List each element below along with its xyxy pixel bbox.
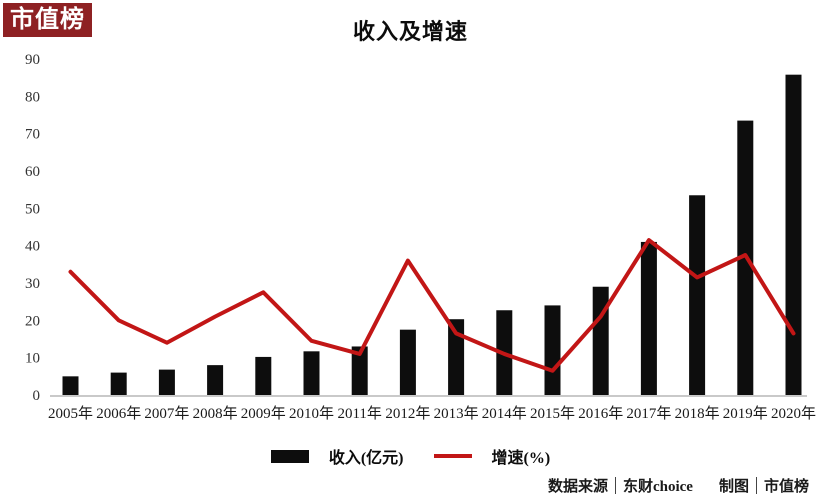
footer-divider xyxy=(614,477,616,494)
revenue-bar xyxy=(303,351,320,395)
x-tick-label: 2006年 xyxy=(96,405,141,422)
legend-line-swatch xyxy=(433,454,472,458)
revenue-bar xyxy=(640,241,657,395)
x-tick-label: 2014年 xyxy=(482,405,527,422)
x-tick-label: 2020年 xyxy=(771,405,816,422)
x-tick-label: 2019年 xyxy=(723,405,768,422)
y-tick-label: 40 xyxy=(25,239,40,255)
x-tick-label: 2010年 xyxy=(289,405,334,422)
revenue-bar xyxy=(351,346,368,395)
x-tick-label: 2005年 xyxy=(48,405,93,422)
attribution-footer: 数据来源 东财choice 制图 市值榜 xyxy=(548,475,809,496)
x-tick-label: 2012年 xyxy=(385,405,430,422)
x-tick-label: 2011年 xyxy=(337,405,381,422)
revenue-bar xyxy=(255,356,272,395)
site-logo: 市值榜 xyxy=(3,3,92,37)
revenue-bar xyxy=(158,369,175,395)
legend-bar-label: 收入(亿元) xyxy=(328,450,404,467)
x-tick-label: 2013年 xyxy=(434,405,479,422)
x-tick-label: 2017年 xyxy=(626,405,671,422)
legend-line-label: 增速(%) xyxy=(491,450,551,467)
chart-legend: 收入(亿元) 增速(%) xyxy=(0,444,821,468)
site-logo-text: 市值榜 xyxy=(10,7,85,33)
y-tick-label: 0 xyxy=(33,388,41,404)
footer-divider xyxy=(755,477,757,494)
y-tick-label: 70 xyxy=(25,127,40,143)
y-tick-label: 80 xyxy=(25,89,40,105)
chart-title: 收入及增速 xyxy=(352,19,468,44)
x-tick-label: 2018年 xyxy=(675,405,720,422)
revenue-bar xyxy=(62,376,79,395)
x-tick-label: 2009年 xyxy=(241,405,286,422)
y-tick-label: 60 xyxy=(25,164,40,180)
y-tick-label: 30 xyxy=(25,276,40,292)
growth-line xyxy=(68,238,796,373)
x-tick-label: 2008年 xyxy=(193,405,238,422)
y-tick-label: 90 xyxy=(25,52,40,68)
y-tick-label: 50 xyxy=(25,201,40,217)
revenue-bar xyxy=(110,372,127,395)
revenue-bar xyxy=(689,195,706,395)
revenue-bar xyxy=(399,329,416,395)
data-source-label: 数据来源 xyxy=(547,479,608,495)
x-tick-label: 2007年 xyxy=(144,405,189,422)
y-tick-label: 10 xyxy=(25,351,40,367)
legend-bar-swatch xyxy=(270,449,309,463)
x-tick-label: 2015年 xyxy=(530,405,575,422)
revenue-bar xyxy=(448,319,465,395)
revenue-bar xyxy=(207,365,224,395)
data-source-value: 东财choice xyxy=(622,479,693,495)
chart-by-value: 市值榜 xyxy=(763,479,809,495)
revenue-bar xyxy=(544,305,561,395)
revenue-bar xyxy=(592,286,609,395)
x-tick-label: 2016年 xyxy=(578,405,623,422)
revenue-bar xyxy=(785,74,802,396)
y-tick-label: 20 xyxy=(25,313,40,329)
chart-by-label: 制图 xyxy=(718,479,749,495)
